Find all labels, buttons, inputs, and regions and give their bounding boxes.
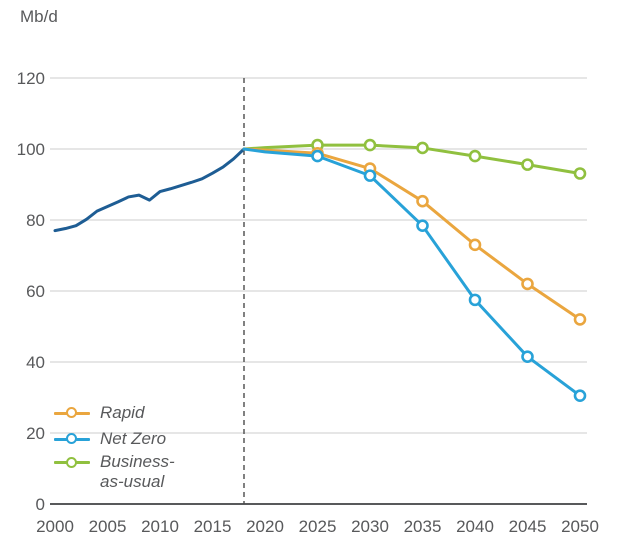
series-business-as-usual-marker [416,141,429,155]
x-tick-label: 2020 [246,517,284,536]
x-tick-label: 2010 [141,517,179,536]
series-business-as-usual-marker [363,138,377,152]
net-zero-line-swatch [54,433,90,445]
series-rapid-line [242,147,582,321]
series-business-as-usual-line [242,143,582,175]
business-as-usual-marker-icon [66,456,78,468]
series-business-as-usual-marker [521,158,534,171]
x-tick-label: 2040 [456,517,494,536]
x-tick-label: 2035 [404,517,442,536]
legend-label-business-as-usual: Business- as-usual [100,452,175,491]
series-rapid-marker [416,194,429,208]
y-axis-unit-label: Mb/d [20,7,58,26]
series-rapid-marker [468,238,482,252]
y-tick-label: 20 [26,424,45,443]
legend: Rapid Net Zero Business- as-usual [54,400,175,492]
y-tick-label: 80 [26,211,45,230]
x-tick-label: 2045 [509,517,547,536]
x-tick-label: 2030 [351,517,389,536]
x-tick-label: 2005 [89,517,127,536]
rapid-marker-icon [66,407,78,419]
series-rapid-marker [573,313,587,326]
series-net-zero-line [242,147,582,398]
legend-label-rapid: Rapid [100,403,145,422]
y-tick-label: 60 [26,282,45,301]
x-tick-label: 2000 [36,517,74,536]
series-net-zero-marker [416,219,429,232]
y-tick-label: 0 [36,495,45,514]
business-as-usual-line-swatch [54,456,90,468]
x-tick-label: 2050 [561,517,599,536]
series-net-zero-marker [573,389,587,403]
rapid-line-swatch [54,407,90,419]
series-rapid-marker [521,277,534,291]
legend-item-business-as-usual: Business- as-usual [54,452,175,492]
series-net-zero-marker [311,149,324,163]
series-business-as-usual-marker [468,149,482,163]
legend-label-net-zero: Net Zero [100,429,167,448]
legend-item-net-zero: Net Zero [54,426,175,452]
series-business-as-usual-marker [573,167,587,180]
series-net-zero-marker [363,169,377,182]
legend-item-rapid: Rapid [54,400,175,426]
net-zero-marker-icon [66,433,78,445]
series-historical-line [53,147,246,233]
y-tick-label: 40 [26,353,45,372]
x-tick-label: 2025 [299,517,337,536]
y-tick-label: 120 [17,69,45,88]
y-tick-label: 100 [17,140,45,159]
series-net-zero-marker [521,350,534,363]
series-net-zero-marker [468,293,482,307]
x-tick-label: 2015 [194,517,232,536]
